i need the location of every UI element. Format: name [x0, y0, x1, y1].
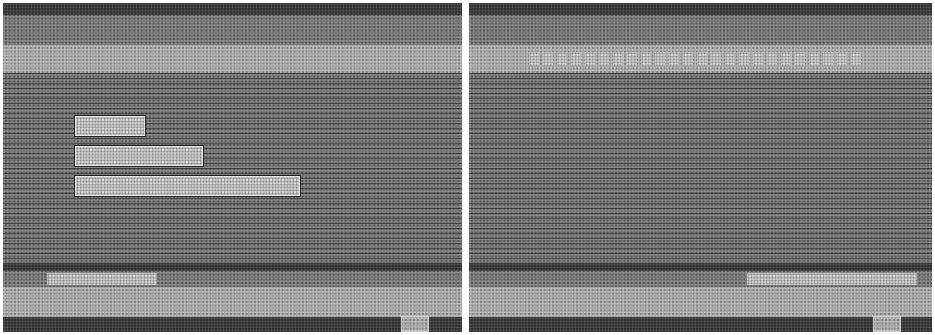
page-indicator: [401, 316, 429, 332]
status-text-left: [47, 273, 157, 285]
footer-band: [3, 287, 462, 317]
top-strip: [3, 3, 462, 15]
status-bar: [3, 271, 462, 287]
page-indicator: [873, 316, 901, 332]
status-text-right: [747, 273, 917, 285]
top-strip: [469, 3, 932, 15]
title-bar: [469, 45, 932, 73]
title-glyphs: [529, 52, 861, 66]
content-area: [3, 73, 462, 263]
content-area: [469, 73, 932, 263]
menu-item-3[interactable]: [75, 176, 300, 196]
menu-item-2[interactable]: [75, 146, 203, 166]
footer-band: [469, 287, 932, 317]
menu-item-1[interactable]: [75, 116, 145, 136]
right-screen: [469, 3, 932, 332]
header-band: [3, 15, 462, 45]
left-screen: [3, 3, 462, 332]
header-band: [469, 15, 932, 45]
status-bar: [469, 271, 932, 287]
title-bar: [3, 45, 462, 73]
